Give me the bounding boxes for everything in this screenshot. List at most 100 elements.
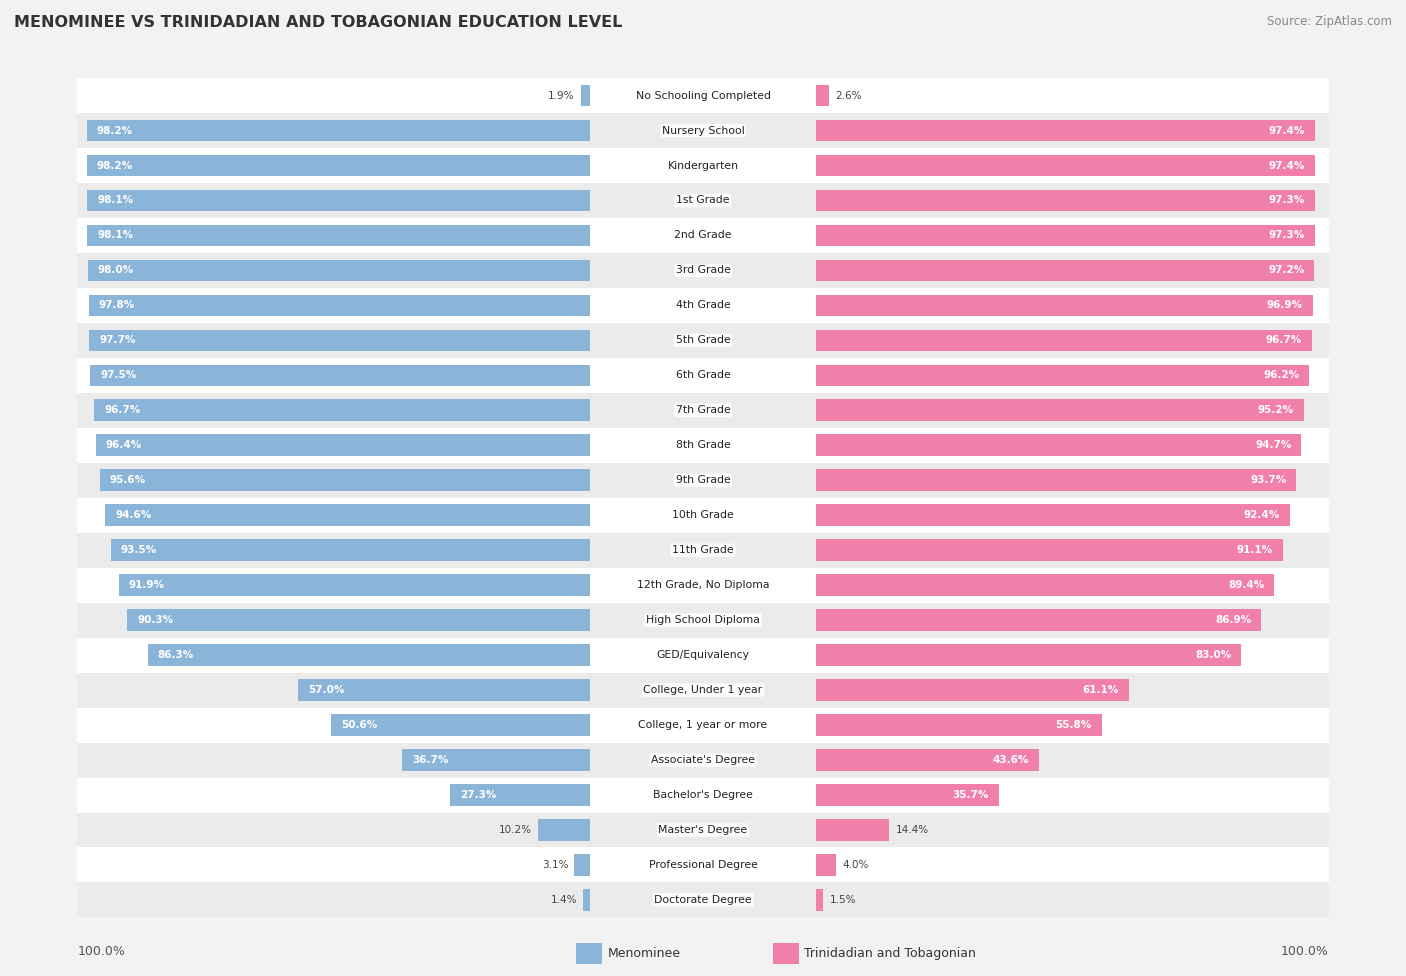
Text: 10.2%: 10.2% (499, 825, 531, 835)
Text: 97.5%: 97.5% (100, 370, 136, 381)
Bar (815, 189, 1315, 212)
Bar (815, 679, 1129, 701)
Text: 97.4%: 97.4% (1270, 160, 1305, 171)
Text: 98.1%: 98.1% (97, 230, 134, 240)
Text: GED/Equivalency: GED/Equivalency (657, 650, 749, 660)
Bar (815, 364, 1309, 386)
Text: 36.7%: 36.7% (412, 755, 449, 765)
Bar (77, 882, 1329, 917)
Bar (77, 358, 1329, 392)
Text: 27.3%: 27.3% (460, 790, 496, 800)
Text: College, 1 year or more: College, 1 year or more (638, 720, 768, 730)
Bar (87, 120, 591, 142)
Bar (77, 637, 1329, 672)
Text: 1.9%: 1.9% (548, 91, 575, 101)
Text: 1.4%: 1.4% (550, 895, 576, 905)
Text: 100.0%: 100.0% (77, 945, 125, 958)
Text: 10th Grade: 10th Grade (672, 510, 734, 520)
Bar (815, 260, 1315, 281)
Bar (77, 183, 1329, 218)
Text: 98.1%: 98.1% (97, 195, 134, 206)
Bar (77, 78, 1329, 113)
Text: 89.4%: 89.4% (1227, 580, 1264, 590)
Bar (815, 469, 1296, 491)
Text: 86.9%: 86.9% (1215, 615, 1251, 626)
Text: 97.3%: 97.3% (1268, 195, 1305, 206)
Text: 96.7%: 96.7% (104, 405, 141, 416)
Text: 97.2%: 97.2% (1268, 265, 1305, 275)
Text: 97.8%: 97.8% (98, 301, 135, 310)
Text: 94.6%: 94.6% (115, 510, 152, 520)
Bar (815, 295, 1313, 316)
Text: 96.4%: 96.4% (105, 440, 142, 450)
Bar (94, 399, 591, 422)
Bar (100, 469, 591, 491)
Text: Bachelor's Degree: Bachelor's Degree (652, 790, 754, 800)
Bar (815, 854, 837, 875)
Text: 4.0%: 4.0% (842, 860, 869, 870)
Bar (77, 498, 1329, 533)
Bar (815, 714, 1102, 736)
Text: 50.6%: 50.6% (340, 720, 377, 730)
Text: 57.0%: 57.0% (308, 685, 344, 695)
Text: Doctorate Degree: Doctorate Degree (654, 895, 752, 905)
Bar (330, 714, 591, 736)
Text: 96.7%: 96.7% (1265, 336, 1302, 346)
Bar (815, 819, 890, 841)
Text: 98.0%: 98.0% (97, 265, 134, 275)
Bar (89, 330, 591, 351)
Text: 2.6%: 2.6% (835, 91, 862, 101)
Bar (77, 288, 1329, 323)
Bar (77, 743, 1329, 778)
Text: 83.0%: 83.0% (1195, 650, 1232, 660)
Bar (77, 427, 1329, 463)
Text: Nursery School: Nursery School (662, 126, 744, 136)
Text: 1.5%: 1.5% (830, 895, 856, 905)
Text: 93.5%: 93.5% (121, 546, 157, 555)
Text: No Schooling Completed: No Schooling Completed (636, 91, 770, 101)
Text: 93.7%: 93.7% (1250, 475, 1286, 485)
Text: Trinidadian and Tobagonian: Trinidadian and Tobagonian (804, 947, 976, 960)
Bar (77, 708, 1329, 743)
Text: 92.4%: 92.4% (1243, 510, 1279, 520)
Bar (575, 854, 591, 875)
Bar (77, 253, 1329, 288)
Bar (583, 889, 591, 911)
Bar (77, 847, 1329, 882)
Text: 4th Grade: 4th Grade (676, 301, 730, 310)
Text: 91.1%: 91.1% (1237, 546, 1272, 555)
Bar (87, 260, 591, 281)
Bar (815, 784, 998, 806)
Bar (120, 574, 591, 596)
Bar (77, 778, 1329, 813)
Bar (815, 399, 1303, 422)
Bar (298, 679, 591, 701)
Text: 97.4%: 97.4% (1270, 126, 1305, 136)
Text: Professional Degree: Professional Degree (648, 860, 758, 870)
Bar (77, 812, 1329, 847)
Bar (815, 505, 1289, 526)
Bar (87, 224, 591, 246)
Bar (815, 540, 1284, 561)
Text: 11th Grade: 11th Grade (672, 546, 734, 555)
Text: High School Diploma: High School Diploma (647, 615, 759, 626)
Bar (105, 505, 591, 526)
Text: MENOMINEE VS TRINIDADIAN AND TOBAGONIAN EDUCATION LEVEL: MENOMINEE VS TRINIDADIAN AND TOBAGONIAN … (14, 15, 623, 29)
Bar (815, 609, 1261, 631)
Bar (77, 533, 1329, 568)
Bar (450, 784, 591, 806)
Text: 9th Grade: 9th Grade (676, 475, 730, 485)
Text: 55.8%: 55.8% (1056, 720, 1092, 730)
Bar (815, 154, 1316, 177)
Bar (581, 85, 591, 106)
Text: 14.4%: 14.4% (896, 825, 929, 835)
Bar (815, 330, 1312, 351)
Text: 91.9%: 91.9% (129, 580, 165, 590)
Text: 3rd Grade: 3rd Grade (675, 265, 731, 275)
Text: 97.7%: 97.7% (100, 336, 135, 346)
Bar (89, 295, 591, 316)
Bar (87, 154, 591, 177)
Bar (87, 189, 591, 212)
Bar (815, 644, 1241, 666)
Text: 100.0%: 100.0% (1281, 945, 1329, 958)
